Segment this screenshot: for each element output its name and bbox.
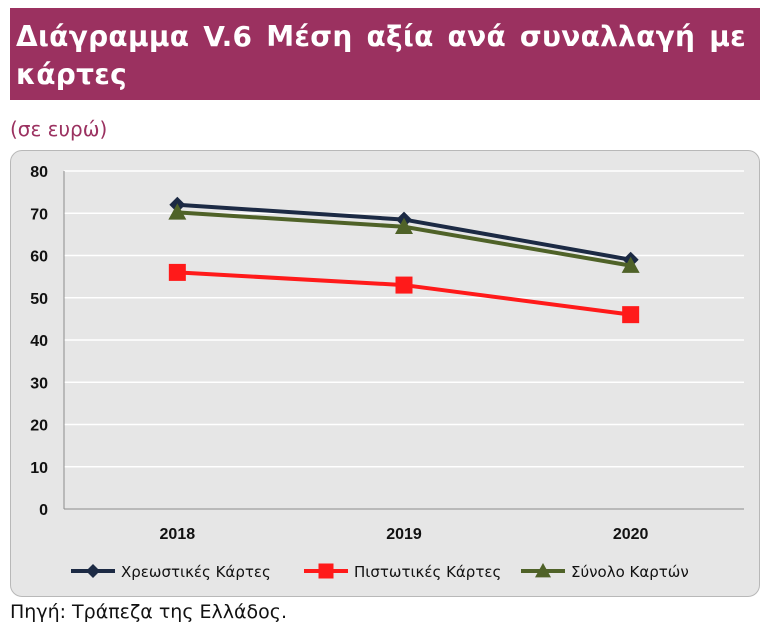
legend-label: Πιστωτικές Κάρτες	[354, 563, 501, 581]
data-point-s2-2020	[622, 306, 640, 324]
y-tick-label: 80	[30, 164, 48, 181]
chart-subtitle: (σε ευρώ)	[10, 117, 108, 141]
y-tick-label: 20	[30, 418, 48, 435]
y-tick-label: 60	[30, 249, 48, 266]
data-point-s3-2020	[621, 256, 640, 273]
data-point-s2-2018	[168, 263, 186, 281]
line-chart: 0 10 20 30 40 50 60 70 80 2018 2019 2020 Χρεωστικές …	[30, 164, 744, 581]
y-tick-label: 0	[39, 502, 48, 519]
y-tick-label: 10	[30, 460, 48, 477]
legend-label: Σύνολο Καρτών	[571, 563, 689, 581]
legend-marker	[86, 564, 100, 578]
chart-title: Διάγραμμα V.6 Μέση αξία ανά συναλλαγή με…	[16, 20, 746, 91]
y-tick-label: 40	[30, 333, 48, 350]
x-tick-label: 2018	[160, 526, 196, 543]
source-note: Πηγή: Τράπεζα της Ελλάδος.	[10, 601, 287, 623]
y-tick-label: 70	[30, 206, 48, 223]
chart-area: 0 10 20 30 40 50 60 70 80 2018 2019 2020 Χρεωστικές …	[10, 150, 760, 597]
data-point-s3-2019	[395, 217, 413, 234]
legend-marker	[535, 563, 551, 578]
y-tick-label: 30	[30, 375, 48, 392]
data-point-s2-2019	[395, 276, 413, 294]
legend-marker	[318, 563, 334, 579]
data-point-s3-2018	[168, 203, 187, 220]
chart-title-bar: Διάγραμμα V.6 Μέση αξία ανά συναλλαγή με…	[10, 8, 760, 100]
x-tick-label: 2020	[613, 526, 649, 543]
y-tick-label: 50	[30, 291, 48, 308]
legend-label: Χρεωστικές Κάρτες	[121, 563, 271, 581]
x-tick-label: 2019	[386, 526, 422, 543]
